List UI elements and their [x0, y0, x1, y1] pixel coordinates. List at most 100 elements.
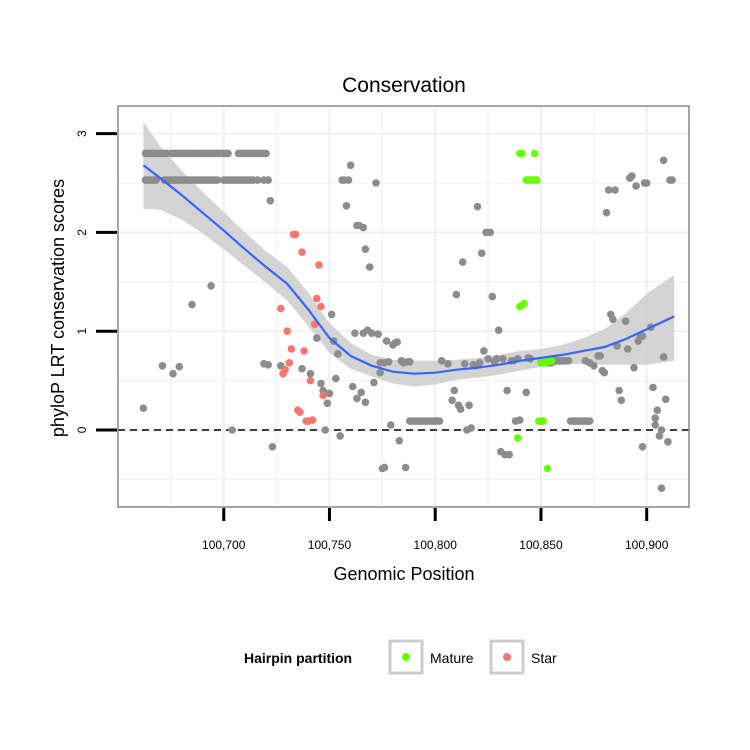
point-star [319, 391, 327, 400]
point-other [361, 398, 370, 407]
point-other [382, 337, 391, 345]
point-other [365, 263, 374, 271]
point-other [458, 258, 467, 266]
point-other [615, 386, 623, 395]
y-tick-label: 1 [75, 328, 89, 335]
axis-ticks: 100,700 100,750 100,800 100,850 100,900 0 1 2 3 [75, 130, 669, 552]
point-other [306, 369, 315, 378]
point-other [475, 359, 484, 367]
y-tick-label: 3 [75, 130, 89, 137]
point-other [653, 406, 662, 415]
smooth-trend-line [142, 164, 675, 375]
point-other [516, 416, 524, 424]
point-other [368, 329, 376, 338]
point-other [406, 358, 414, 366]
point-other [268, 443, 277, 451]
point-other [638, 332, 647, 340]
point-other [505, 450, 513, 459]
point-star [300, 347, 308, 355]
point-other [139, 404, 148, 413]
point-other [435, 417, 444, 425]
point-other [664, 438, 672, 446]
point-star [285, 359, 294, 367]
point-other [346, 161, 355, 170]
point-other [253, 176, 262, 184]
point-star [281, 365, 289, 374]
point-other [602, 208, 611, 217]
point-other [387, 421, 395, 429]
point-other [486, 228, 495, 237]
point-other [158, 362, 167, 370]
x-tick-label: 100,850 [519, 538, 563, 552]
point-mature [547, 357, 556, 365]
point-other [651, 421, 659, 429]
point-other [492, 355, 501, 363]
point-other [353, 394, 361, 403]
point-other [642, 179, 651, 187]
point-other [169, 369, 177, 378]
point-other [323, 399, 332, 408]
point-other [452, 290, 461, 299]
point-other [342, 202, 351, 210]
point-star [317, 302, 325, 311]
point-other [503, 386, 511, 395]
point-mature [518, 149, 526, 158]
point-other [655, 432, 664, 440]
point-other [494, 326, 503, 335]
point-other [659, 156, 668, 165]
legend-key-star [503, 653, 511, 661]
point-other [266, 197, 275, 205]
point-other [448, 396, 456, 405]
point-other [604, 186, 613, 194]
point-other [609, 315, 617, 324]
point-star [308, 416, 317, 424]
x-tick-label: 100,900 [625, 538, 669, 552]
point-mature [530, 149, 539, 158]
point-other [361, 245, 370, 253]
point-other [213, 176, 222, 184]
point-other [264, 176, 273, 184]
point-other [325, 389, 334, 398]
point-other [374, 330, 382, 339]
legend-label-mature: Mature [430, 650, 474, 666]
point-other [661, 395, 670, 404]
point-star [313, 294, 321, 303]
y-tick-label: 2 [75, 229, 89, 236]
point-other [321, 426, 330, 434]
point-other [175, 362, 184, 371]
point-other [262, 149, 270, 158]
legend-key-mature [402, 653, 410, 661]
legend: Hairpin partition Mature Star [244, 639, 557, 675]
point-other [596, 352, 604, 360]
point-other [585, 417, 594, 425]
point-other [336, 432, 344, 440]
point-other [600, 368, 609, 377]
point-other [623, 345, 632, 353]
grid-lines [118, 106, 689, 507]
point-other [298, 364, 306, 373]
point-other [264, 361, 273, 369]
y-tick-label: 0 [75, 426, 89, 433]
point-other [564, 357, 573, 365]
point-mature [520, 299, 528, 308]
legend-title: Hairpin partition [244, 650, 352, 666]
point-other [668, 176, 676, 184]
point-other [611, 186, 619, 194]
point-other [188, 300, 196, 309]
point-star [291, 230, 300, 239]
point-other [617, 396, 626, 405]
point-other [384, 358, 393, 366]
point-other [651, 414, 659, 422]
point-other [395, 437, 404, 445]
point-other [348, 382, 357, 391]
point-other [488, 292, 497, 301]
point-other [334, 350, 342, 358]
point-other [317, 379, 325, 388]
point-other [465, 401, 473, 410]
point-other [228, 426, 236, 434]
point-other [224, 149, 232, 158]
point-other [351, 329, 359, 338]
point-other [380, 463, 389, 472]
point-other [467, 424, 476, 432]
